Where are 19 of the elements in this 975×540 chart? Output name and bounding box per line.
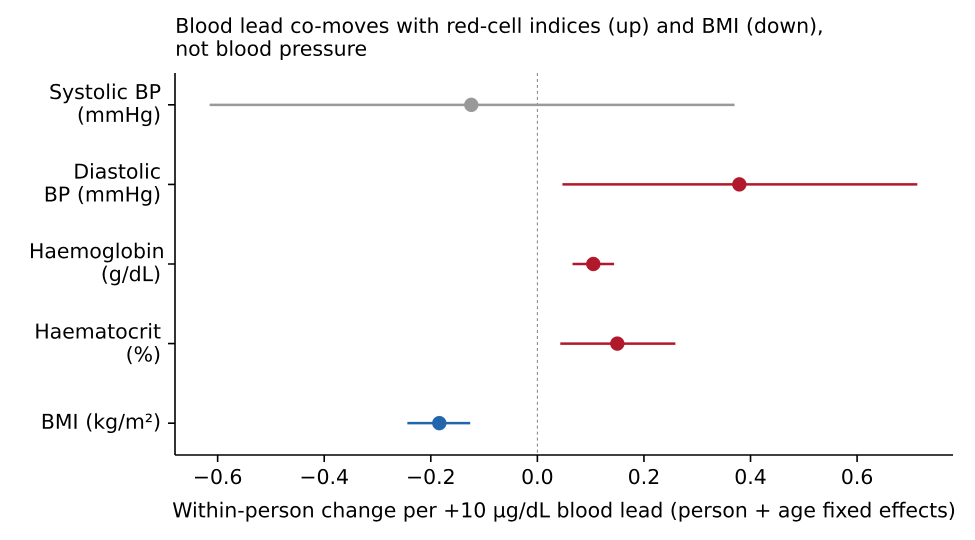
point (432, 416, 447, 430)
x-tick-label: −0.6 (195, 468, 242, 484)
point (732, 177, 747, 192)
y-tick-label: Haemoglobin (g/dL) (31, 242, 163, 286)
point (586, 256, 601, 272)
y-tick-label: BMI (kg/m²) (42, 413, 160, 434)
x-tick-label: 0.6 (842, 468, 872, 484)
x-tick-label: −0.4 (302, 468, 348, 484)
x-tick-label: 0.4 (736, 468, 766, 484)
point (464, 98, 478, 112)
y-tick-label: Diastolic BP (mmHg) (46, 163, 160, 206)
x-tick-label: 0.2 (629, 468, 658, 484)
y-tick-label: Haematocrit (%) (36, 323, 161, 364)
y-tick-label: Systolic BP (mmHg) (50, 83, 160, 126)
x-axis-title: Within-person change per +10 µg/dL blood lead (person + age fixed effects) (172, 502, 954, 522)
point (610, 336, 625, 351)
x-tick-label: −0.2 (408, 468, 454, 484)
chart-title: Blood lead co-moves with red-cell indices (up) and BMI (down), not blood pressure (177, 17, 822, 60)
x-tick-label: 0.0 (522, 468, 552, 484)
